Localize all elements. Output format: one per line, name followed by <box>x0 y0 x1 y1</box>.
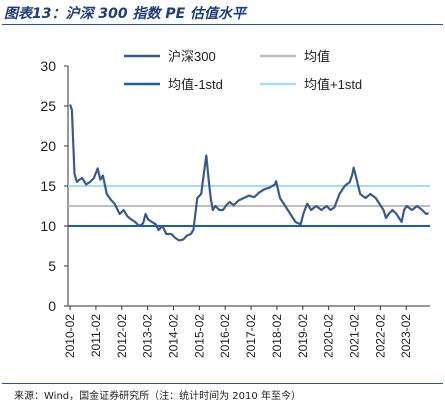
x-tick-label: 2015-02 <box>192 314 206 358</box>
x-tick-label: 2022-02 <box>373 314 387 358</box>
y-tick-label: 10 <box>40 218 56 234</box>
footer-divider <box>2 383 443 384</box>
y-tick-label: 20 <box>40 138 56 154</box>
x-tick-label: 2014-02 <box>166 314 180 358</box>
x-tick-label: 2020-02 <box>322 314 336 358</box>
x-tick-label: 2017-02 <box>244 314 258 358</box>
x-tick-label: 2018-02 <box>270 314 284 358</box>
y-tick-label: 5 <box>48 258 56 274</box>
y-axis: 0 5 10 15 20 25 30 <box>40 58 69 314</box>
page-title: 图表13：沪深 300 指数 PE 估值水平 <box>4 6 247 22</box>
y-tick-label: 0 <box>48 298 56 314</box>
x-tick-label: 2013-02 <box>141 314 155 358</box>
legend-label-3: 均值+1std <box>304 77 362 92</box>
x-tick-label: 2023-02 <box>399 314 413 358</box>
title-divider <box>2 24 443 25</box>
x-tick-label: 2010-02 <box>63 314 77 358</box>
x-tick-label: 2019-02 <box>296 314 310 358</box>
legend-label-0: 沪深300 <box>168 49 216 64</box>
x-tick-label: 2021-02 <box>347 314 361 358</box>
x-tick-label: 2012-02 <box>115 314 129 358</box>
series-lines <box>68 104 430 242</box>
x-axis: 2010-02 2011-02 2012-02 2013-02 2014-02 2015-… <box>63 305 430 358</box>
y-tick-label: 25 <box>40 98 56 114</box>
x-tick-label: 2011-02 <box>89 314 103 357</box>
legend-label-2: 均值-1std <box>168 77 223 92</box>
x-tick-label: 2016-02 <box>218 314 232 358</box>
y-tick-label: 30 <box>40 58 56 74</box>
series-line-0 <box>69 104 430 242</box>
y-tick-label: 15 <box>40 178 56 194</box>
source-note: 来源：Wind，国金证券研究所（注：统计时间为 2010 年至今） <box>14 391 301 402</box>
legend-label-1: 均值 <box>304 49 330 64</box>
